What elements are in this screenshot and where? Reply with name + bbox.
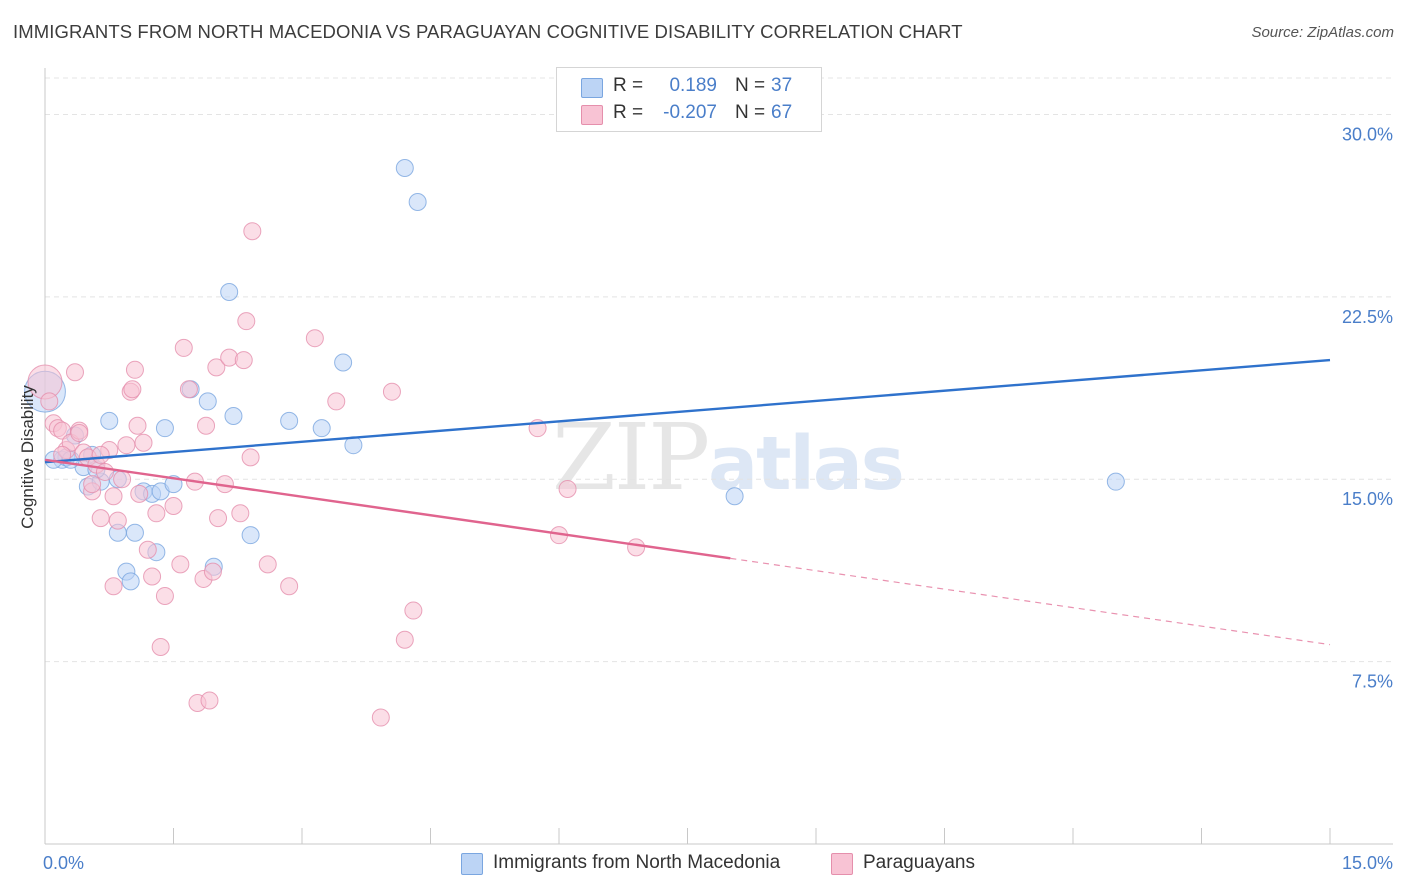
y-tick-label: 7.5% (1352, 672, 1393, 692)
trend-line-north-macedonia (44, 358, 1331, 464)
x-tick-label: 15.0% (1342, 853, 1393, 873)
point-paraguayans (627, 538, 646, 557)
y-tick-label: 30.0% (1342, 124, 1393, 144)
point-paraguayans (125, 360, 144, 379)
trend-lines (44, 358, 1331, 646)
point-paraguayans (117, 436, 136, 455)
point-paraguayans (243, 222, 262, 241)
point-paraguayans (237, 312, 256, 331)
grid-lines (45, 77, 1393, 663)
correlation-legend: R = 0.189 N = 37 R = -0.207 N = 67 (556, 67, 822, 132)
point-paraguayans (65, 363, 84, 382)
series-legend: Immigrants from North Macedonia Paraguay… (0, 852, 1406, 878)
legend-n-label: N = (735, 75, 766, 96)
tick-labels: 7.5% 15.0% 22.5% 30.0% 0.0% 15.0% (43, 124, 1393, 873)
point-paraguayans (179, 380, 198, 399)
point-paraguayans (113, 470, 132, 489)
point-paraguayans (40, 392, 59, 411)
trend-line-paraguayans (44, 458, 731, 560)
axes (44, 68, 1393, 845)
point-paraguayans (91, 509, 110, 528)
point-paraguayans (203, 562, 222, 581)
legend-swatch-pink (581, 105, 603, 125)
point-paraguayans (404, 601, 423, 620)
point-north-macedonia (1106, 472, 1125, 491)
point-paraguayans (123, 380, 142, 399)
point-paraguayans (371, 708, 390, 727)
point-paraguayans (95, 462, 114, 481)
point-paraguayans (327, 392, 346, 411)
point-paraguayans (174, 338, 193, 357)
point-north-macedonia (312, 419, 331, 438)
point-north-macedonia (395, 158, 414, 177)
point-paraguayans (130, 484, 149, 503)
point-paraguayans (234, 351, 253, 370)
point-paraguayans (151, 638, 170, 657)
point-paraguayans (171, 555, 190, 574)
point-north-macedonia (125, 523, 144, 542)
point-paraguayans (164, 496, 183, 515)
legend-n-label: N = (735, 102, 766, 123)
source-credit: Source: ZipAtlas.com (1251, 24, 1394, 41)
legend-swatch-blue (581, 78, 603, 98)
point-north-macedonia (198, 392, 217, 411)
point-paraguayans (209, 509, 228, 528)
point-paraguayans (258, 555, 277, 574)
point-paraguayans (280, 577, 299, 596)
point-north-macedonia (121, 572, 140, 591)
point-north-macedonia (334, 353, 353, 372)
point-north-macedonia (408, 193, 427, 212)
point-paraguayans (147, 504, 166, 523)
legend-swatch-pink (831, 853, 853, 875)
point-paraguayans (558, 479, 577, 498)
y-tick-label: 22.5% (1342, 307, 1393, 327)
point-north-macedonia (155, 419, 174, 438)
point-paraguayans (231, 504, 250, 523)
point-paraguayans (138, 540, 157, 559)
point-paraguayans (305, 329, 324, 348)
point-paraguayans (128, 416, 147, 435)
legend-r-value: -0.207 (663, 102, 717, 123)
legend-r-label: R = (613, 102, 644, 123)
point-paraguayans (104, 577, 123, 596)
point-paraguayans (200, 691, 219, 710)
point-paraguayans (104, 487, 123, 506)
legend-label: Paraguayans (863, 852, 975, 873)
point-paraguayans (241, 448, 260, 467)
point-paraguayans (197, 416, 216, 435)
point-paraguayans (143, 567, 162, 586)
point-paraguayans (108, 511, 127, 530)
legend-n-value: 67 (771, 102, 793, 123)
point-north-macedonia (224, 407, 243, 426)
point-north-macedonia (241, 526, 260, 545)
watermark: ZIPatlas (552, 404, 905, 511)
watermark-zip: ZIP (552, 404, 710, 511)
legend-label: Immigrants from North Macedonia (493, 852, 781, 873)
point-paraguayans (207, 358, 226, 377)
trend-line-extension (730, 557, 1331, 646)
y-axis-label: Cognitive Disability (18, 385, 37, 529)
point-paraguayans (155, 586, 174, 605)
point-paraguayans (70, 424, 89, 443)
point-north-macedonia (280, 411, 299, 430)
point-paraguayans (91, 445, 110, 464)
legend-r-value: 0.189 (669, 75, 717, 96)
point-paraguayans (382, 382, 401, 401)
legend-swatch-blue (461, 853, 483, 875)
data-points (24, 158, 1125, 727)
x-tick-label: 0.0% (43, 853, 84, 873)
legend-r-label: R = (613, 75, 644, 96)
point-paraguayans (83, 475, 102, 494)
point-north-macedonia (100, 411, 119, 430)
legend-n-value: 37 (771, 75, 793, 96)
point-paraguayans (134, 433, 153, 452)
point-north-macedonia (220, 282, 239, 301)
point-north-macedonia (725, 487, 744, 506)
chart-title: IMMIGRANTS FROM NORTH MACEDONIA VS PARAG… (13, 21, 963, 42)
y-tick-label: 15.0% (1342, 489, 1393, 509)
point-paraguayans (395, 630, 414, 649)
